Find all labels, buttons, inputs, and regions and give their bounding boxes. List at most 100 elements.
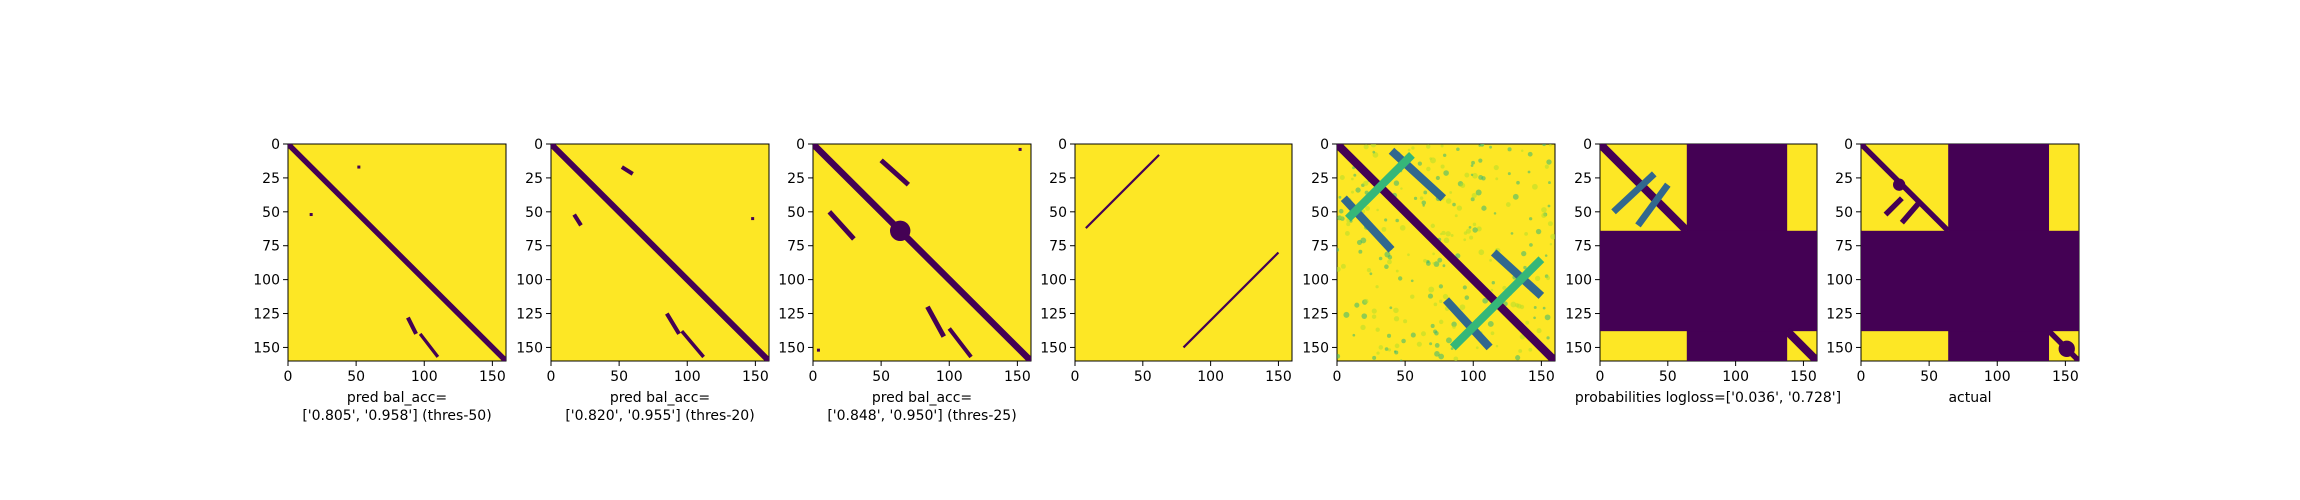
- x-tick-label: 150: [1004, 369, 1031, 385]
- speckle-mark: [1425, 144, 1431, 149]
- segment-mark: [1490, 249, 1545, 299]
- heatmap-frame-4: [1074, 143, 1293, 362]
- y-tick-label: 150: [1302, 340, 1329, 356]
- speckle-mark: [1399, 224, 1406, 231]
- x-tick-label: 0: [1596, 369, 1605, 385]
- speckle-mark: [1358, 249, 1363, 254]
- speckle-mark: [1470, 197, 1475, 202]
- speckle-mark: [1468, 226, 1472, 229]
- x-tick-label: 0: [1857, 369, 1866, 385]
- y-tick-label: 100: [1302, 273, 1329, 289]
- speckle-mark: [1360, 324, 1366, 331]
- y-tick-label: 25: [787, 171, 805, 187]
- y-tick-label: 50: [262, 205, 280, 221]
- speckle-mark: [1384, 251, 1391, 258]
- speckle-mark: [1381, 226, 1387, 232]
- speckle-mark: [1434, 351, 1440, 357]
- y-tick-label: 25: [1574, 171, 1592, 187]
- speckle-mark: [1394, 350, 1399, 355]
- speckle-mark: [1549, 144, 1552, 147]
- x-tick-label: 100: [936, 369, 963, 385]
- dot-mark: [309, 213, 313, 217]
- diagonal-mark: [288, 144, 506, 361]
- speckle-mark: [1487, 321, 1494, 327]
- x-tick-label: 50: [347, 369, 365, 385]
- speckle-mark: [1426, 259, 1430, 264]
- x-tick-label: 100: [1984, 369, 2011, 385]
- speckle-mark: [1426, 166, 1431, 172]
- y-tick-label: 150: [778, 340, 805, 356]
- speckle-mark: [1549, 243, 1553, 246]
- segment-mark: [1345, 151, 1415, 222]
- speckle-mark: [1464, 295, 1470, 300]
- y-tick-label: 100: [253, 273, 280, 289]
- speckle-mark: [1363, 298, 1369, 304]
- speckle-mark: [1433, 261, 1440, 267]
- speckle-mark: [1432, 262, 1435, 265]
- speckle-mark: [1340, 263, 1346, 269]
- xlabel-3-line2: ['0.848', '0.950'] (thres-25): [827, 408, 1016, 424]
- speckle-mark: [1434, 343, 1440, 348]
- speckle-mark: [1547, 221, 1553, 227]
- x-tick-label: 150: [479, 369, 506, 385]
- speckle-mark: [1545, 275, 1551, 281]
- speckle-mark: [1450, 347, 1454, 351]
- speckle-mark: [1384, 218, 1388, 222]
- speckle-mark: [1479, 144, 1485, 147]
- speckle-mark: [1441, 230, 1446, 236]
- speckle-mark: [1527, 151, 1533, 157]
- speckle-mark: [1397, 276, 1403, 281]
- x-tick-label: 100: [411, 369, 438, 385]
- y-tick-label: 0: [1058, 137, 1067, 153]
- speckle-mark: [1533, 305, 1537, 309]
- speckle-mark: [1375, 285, 1379, 289]
- speckle-mark: [1533, 316, 1536, 320]
- speckle-mark: [1339, 175, 1345, 180]
- speckle-mark: [1438, 319, 1444, 325]
- y-tick-label: 50: [1049, 205, 1067, 221]
- speckle-mark: [1443, 170, 1449, 176]
- diagonal-mark: [813, 144, 1031, 361]
- segment-mark: [1449, 256, 1545, 351]
- speckle-mark: [1422, 204, 1425, 207]
- xlabel-2-line2: ['0.820', '0.955'] (thres-20): [565, 408, 754, 424]
- speckle-mark: [1400, 187, 1403, 190]
- segment-mark: [665, 312, 681, 335]
- speckle-mark: [1351, 190, 1354, 194]
- x-tick-label: 100: [674, 369, 701, 385]
- y-tick-label: 100: [1040, 273, 1067, 289]
- speckle-mark: [1481, 205, 1487, 211]
- blob-mark: [2058, 340, 2075, 357]
- speckle-mark: [1534, 275, 1541, 281]
- speckle-mark: [1372, 355, 1377, 360]
- speckle-mark: [1471, 160, 1475, 165]
- segment-mark: [680, 330, 705, 359]
- heatmap-marks-1: [288, 144, 506, 361]
- speckle-mark: [1403, 319, 1408, 324]
- speckle-mark: [1387, 348, 1392, 352]
- speckle-mark: [1463, 238, 1467, 242]
- speckle-mark: [1337, 354, 1341, 359]
- speckle-mark: [1456, 205, 1463, 211]
- speckle-mark: [1469, 235, 1474, 240]
- speckle-mark: [1510, 301, 1517, 308]
- speckle-mark: [1502, 285, 1507, 291]
- y-tick-label: 25: [1049, 171, 1067, 187]
- heatmap-marks-5: [1337, 144, 1555, 361]
- speckle-mark: [1475, 346, 1479, 350]
- x-tick-label: 0: [284, 369, 293, 385]
- speckle-mark: [1355, 187, 1361, 193]
- speckle-mark: [1490, 331, 1495, 336]
- x-tick-label: 0: [547, 369, 556, 385]
- y-tick-label: 25: [1311, 171, 1329, 187]
- speckle-mark: [1395, 218, 1399, 223]
- speckle-mark: [1372, 150, 1376, 154]
- heatmap-marks-3: [813, 144, 1031, 361]
